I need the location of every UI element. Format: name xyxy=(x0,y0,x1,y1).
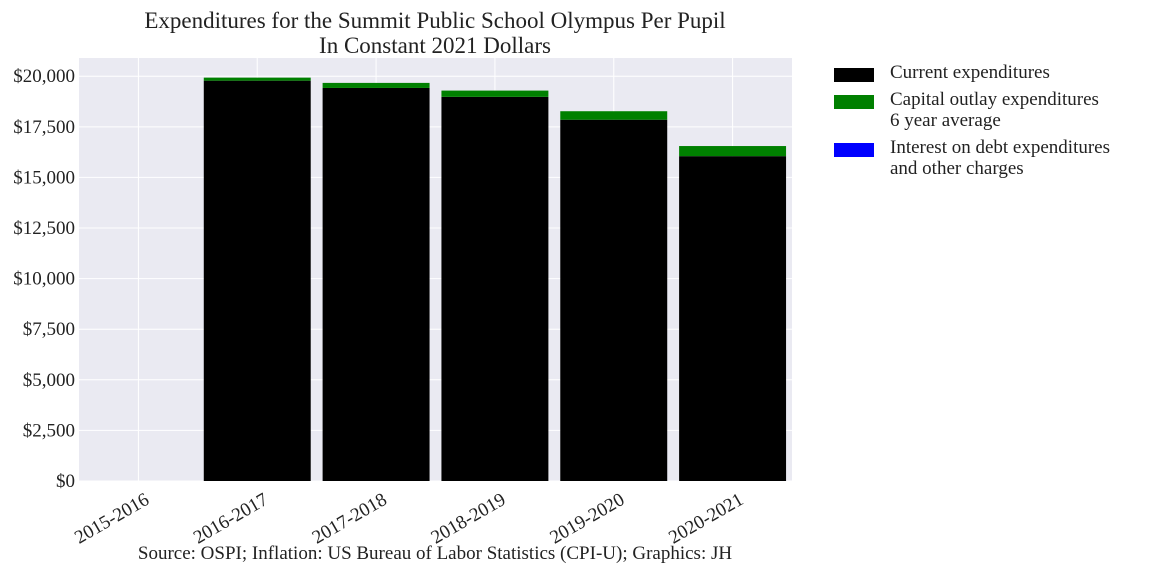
bar-capital-2018-2019 xyxy=(441,90,549,97)
bar-current-2018-2019 xyxy=(441,96,549,482)
chart-title-line-2: In Constant 2021 Dollars xyxy=(319,33,551,58)
y-tick-label: $15,000 xyxy=(13,167,75,188)
y-tick-label: $12,500 xyxy=(13,218,75,239)
bars xyxy=(203,77,787,482)
legend-item-current: Current expenditures xyxy=(834,62,1144,83)
legend-label-interest: Interest on debt expenditures and other … xyxy=(890,137,1111,179)
x-tick-label: 2015-2016 xyxy=(71,489,153,548)
x-tick-label: 2020-2021 xyxy=(665,489,747,548)
y-axis-ticks: $0 $2,500 $5,000 $7,500 $10,000 $12,500 $15,00… xyxy=(13,66,75,492)
bar-current-2020-2021 xyxy=(679,156,787,482)
bar-capital-2016-2017 xyxy=(203,77,311,81)
legend: Current expenditures Capital outlay expe… xyxy=(834,62,1144,185)
legend-label-capital: Capital outlay expenditures 6 year avera… xyxy=(890,89,1099,131)
y-tick-label: $17,500 xyxy=(13,117,75,138)
y-tick-label: $2,500 xyxy=(23,420,75,441)
plot-area xyxy=(79,58,792,481)
x-tick-label: 2019-2020 xyxy=(546,489,628,548)
y-tick-label: $10,000 xyxy=(13,269,75,290)
chart-title-line-1: Expenditures for the Summit Public Schoo… xyxy=(144,8,725,33)
y-tick-label: $7,500 xyxy=(23,319,75,340)
y-tick-label: $5,000 xyxy=(23,370,75,391)
legend-item-interest: Interest on debt expenditures and other … xyxy=(834,137,1144,179)
legend-swatch-capital xyxy=(834,95,874,109)
legend-label-current: Current expenditures xyxy=(890,62,1050,83)
bar-current-2017-2018 xyxy=(322,87,430,481)
x-tick-label: 2017-2018 xyxy=(309,489,391,548)
bar-capital-2019-2020 xyxy=(560,111,668,120)
bar-capital-2020-2021 xyxy=(679,146,787,157)
bar-current-2016-2017 xyxy=(203,80,311,482)
bar-current-2019-2020 xyxy=(560,119,668,481)
y-tick-label: $20,000 xyxy=(13,66,75,87)
x-axis-ticks: 2015-2016 2016-2017 2017-2018 2018-2019 2019… xyxy=(71,489,747,548)
x-tick-label: 2016-2017 xyxy=(190,489,272,548)
source-note: Source: OSPI; Inflation: US Bureau of La… xyxy=(137,543,733,564)
y-tick-label: $0 xyxy=(56,471,75,492)
x-tick-label: 2018-2019 xyxy=(428,489,510,548)
legend-swatch-current xyxy=(834,68,874,82)
bar-capital-2017-2018 xyxy=(322,82,430,88)
legend-item-capital: Capital outlay expenditures 6 year avera… xyxy=(834,89,1144,131)
legend-swatch-interest xyxy=(834,143,874,157)
